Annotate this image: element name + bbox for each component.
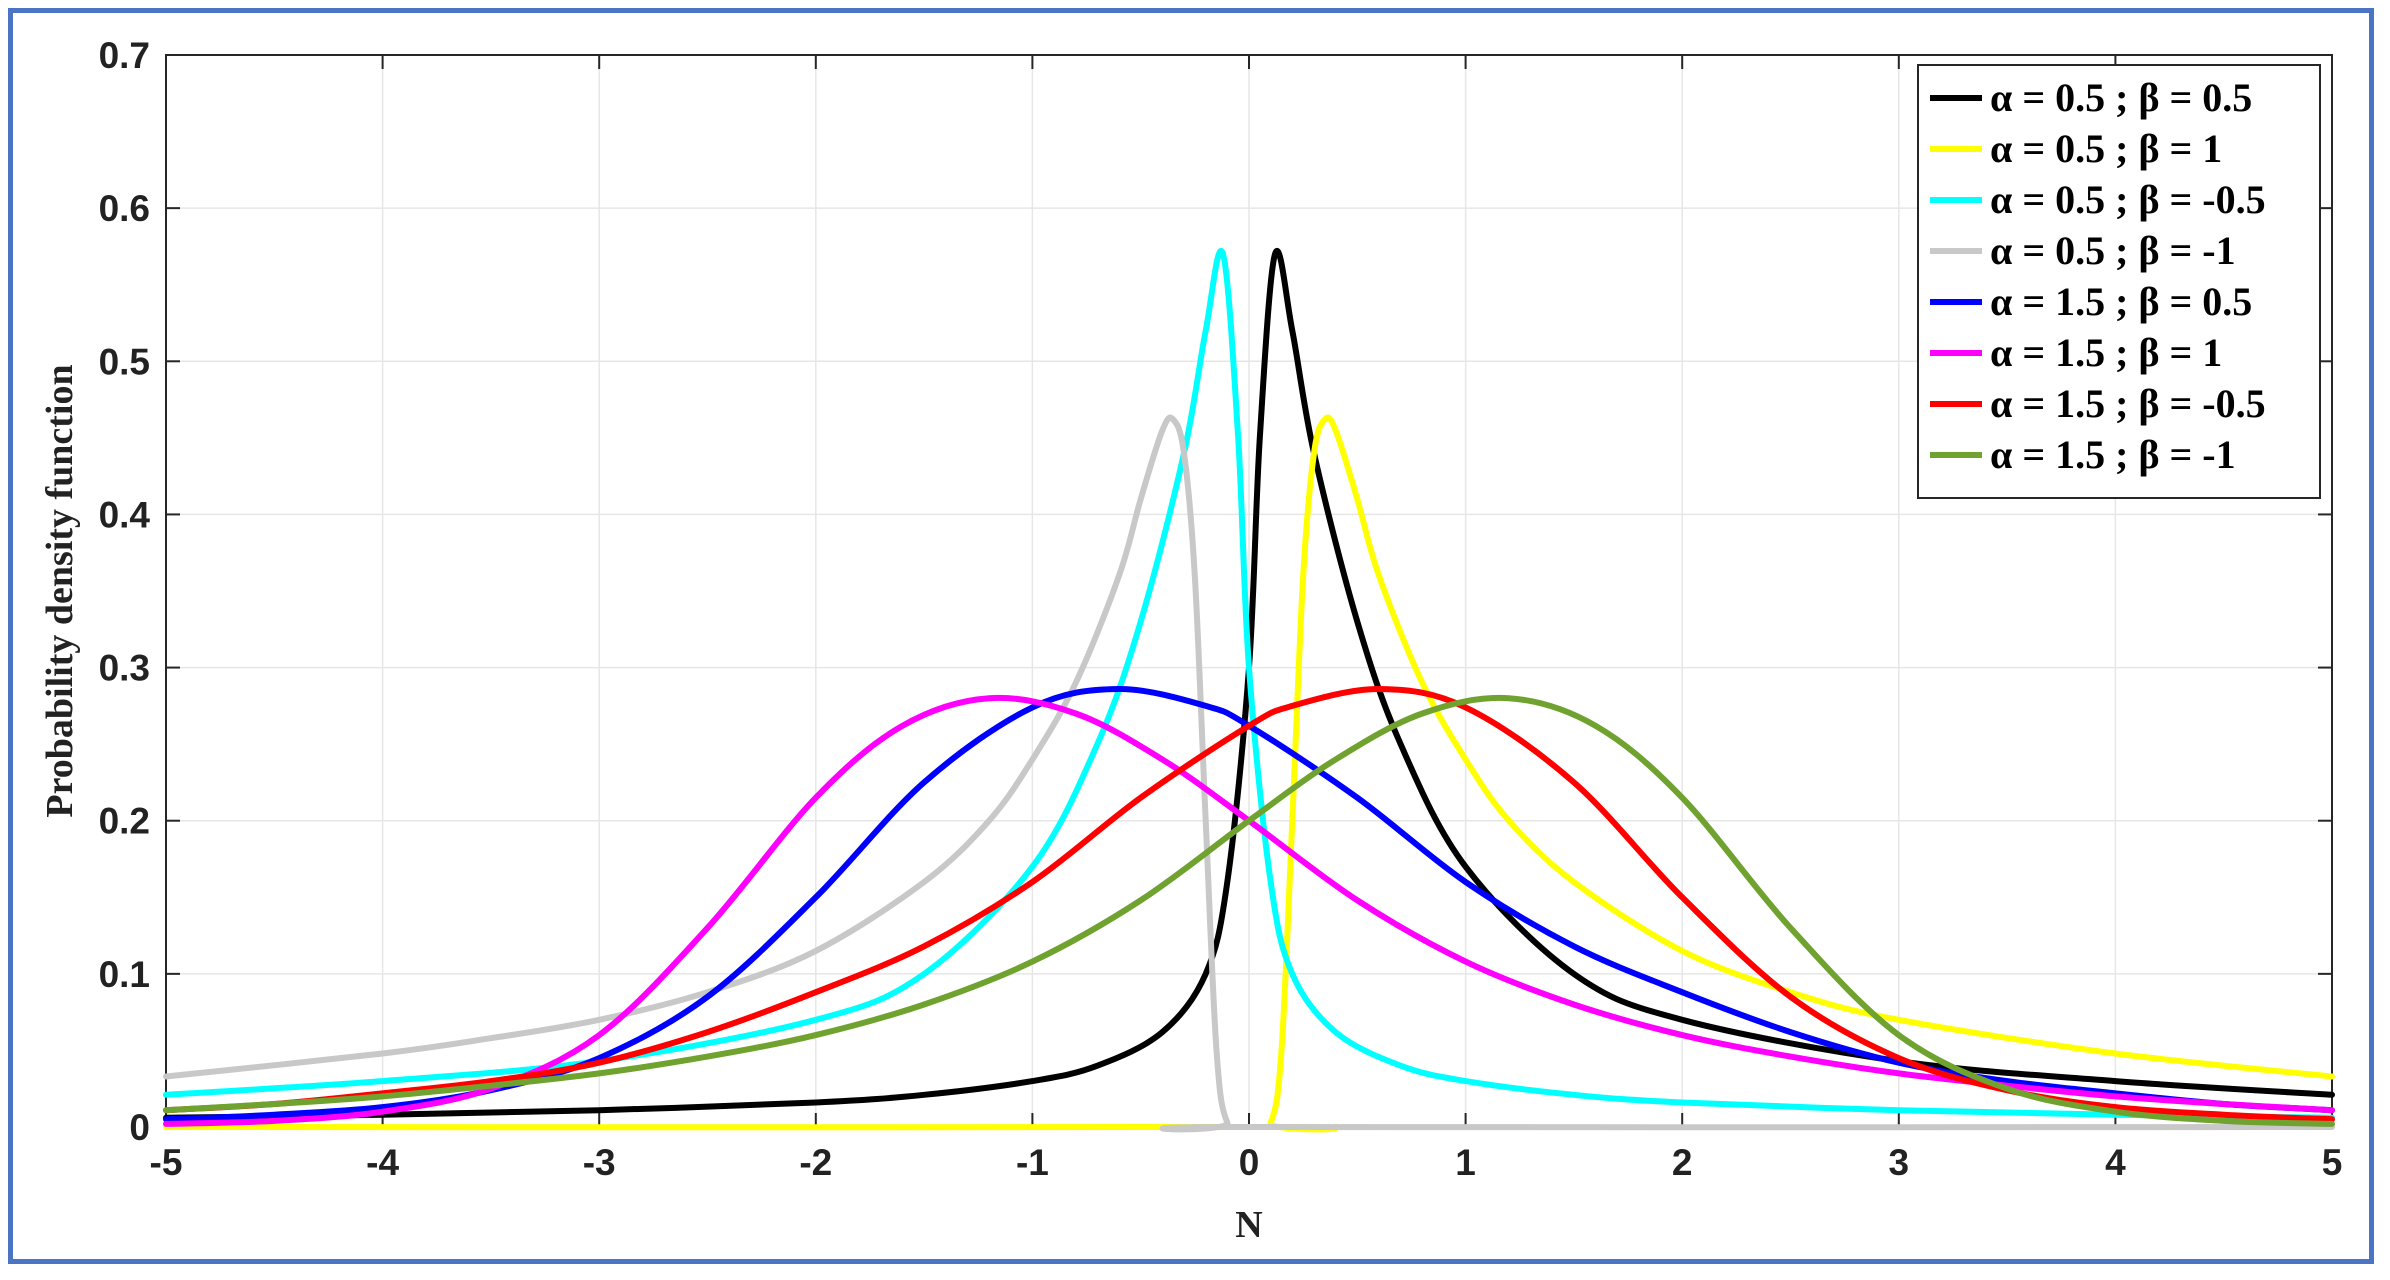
legend-beta-part: β = 0.5 bbox=[2138, 279, 2252, 324]
legend-beta-part: β = -0.5 bbox=[2138, 381, 2265, 426]
legend-beta-part: β = -0.5 bbox=[2138, 177, 2265, 222]
y-tick-label: 0.6 bbox=[99, 188, 150, 229]
series-line-0 bbox=[163, 248, 2335, 1121]
series-line-2 bbox=[163, 248, 2335, 1121]
x-tick-label: -4 bbox=[366, 1142, 399, 1183]
legend-entry: α = 0.5 ; β = 0.5 bbox=[1990, 75, 2252, 120]
series-line-6 bbox=[163, 685, 2335, 1123]
series-line-3 bbox=[163, 414, 2335, 1133]
legend-alpha-part: α = 0.5 ; bbox=[1990, 75, 2128, 120]
x-tick-label: 0 bbox=[1239, 1142, 1260, 1183]
legend-alpha-part: α = 1.5 ; bbox=[1990, 432, 2128, 477]
legend-beta-part: β = -1 bbox=[2138, 432, 2235, 477]
legend-entry: α = 0.5 ; β = -0.5 bbox=[1990, 177, 2266, 222]
legend-entry: α = 0.5 ; β = -1 bbox=[1990, 228, 2236, 273]
x-tick-label: 3 bbox=[1889, 1142, 1910, 1183]
legend-alpha-part: α = 1.5 ; bbox=[1990, 330, 2128, 375]
legend: α = 0.5 ; β = 0.5α = 0.5 ; β = 1α = 0.5 … bbox=[1917, 64, 2321, 499]
x-tick-label: 2 bbox=[1672, 1142, 1693, 1183]
legend-entry: α = 1.5 ; β = -1 bbox=[1990, 432, 2236, 477]
legend-beta-part: β = 1 bbox=[2138, 126, 2222, 171]
legend-entry: α = 0.5 ; β = 1 bbox=[1990, 126, 2222, 171]
y-tick-label: 0.3 bbox=[99, 648, 150, 689]
series-line-5 bbox=[163, 694, 2335, 1127]
y-tick-label: 0.2 bbox=[99, 801, 150, 842]
legend-beta-part: β = 0.5 bbox=[2138, 75, 2252, 120]
legend-box bbox=[1917, 64, 2321, 499]
x-axis-title: N bbox=[1235, 1204, 1262, 1246]
series-line-7 bbox=[163, 694, 2335, 1127]
x-tick-label: -5 bbox=[150, 1142, 183, 1183]
legend-alpha-part: α = 0.5 ; bbox=[1990, 177, 2128, 222]
legend-alpha-part: α = 1.5 ; bbox=[1990, 279, 2128, 324]
axis-ticks: -5 -4 -3 -2 -1 0 1 2 3 4 5 0 0.1 0.2 0.3 0.4 0.5 0.6 0.7 bbox=[99, 35, 2343, 1183]
series-lines bbox=[163, 248, 2335, 1133]
legend-beta-part: β = 1 bbox=[2138, 330, 2222, 375]
legend-beta-part: β = -1 bbox=[2138, 228, 2235, 273]
y-tick-label: 0.4 bbox=[99, 494, 151, 535]
x-tick-label: -1 bbox=[1016, 1142, 1049, 1183]
x-tick-label: 4 bbox=[2105, 1142, 2126, 1183]
legend-entry: α = 1.5 ; β = -0.5 bbox=[1990, 381, 2266, 426]
series-line-4 bbox=[163, 685, 2335, 1123]
y-axis-title: Probability density function bbox=[39, 364, 81, 817]
y-tick-label: 0.5 bbox=[99, 341, 150, 382]
legend-alpha-part: α = 0.5 ; bbox=[1990, 228, 2128, 273]
x-tick-label: 1 bbox=[1455, 1142, 1476, 1183]
x-tick-label: -2 bbox=[799, 1142, 832, 1183]
y-tick-label: 0.7 bbox=[99, 35, 150, 76]
legend-entry: α = 1.5 ; β = 1 bbox=[1990, 330, 2222, 375]
legend-alpha-part: α = 1.5 ; bbox=[1990, 381, 2128, 426]
y-tick-label: 0 bbox=[129, 1107, 150, 1148]
legend-alpha-part: α = 0.5 ; bbox=[1990, 126, 2128, 171]
y-tick-label: 0.1 bbox=[99, 954, 150, 995]
x-tick-label: 5 bbox=[2322, 1142, 2343, 1183]
x-tick-label: -3 bbox=[583, 1142, 616, 1183]
legend-entry: α = 1.5 ; β = 0.5 bbox=[1990, 279, 2252, 324]
